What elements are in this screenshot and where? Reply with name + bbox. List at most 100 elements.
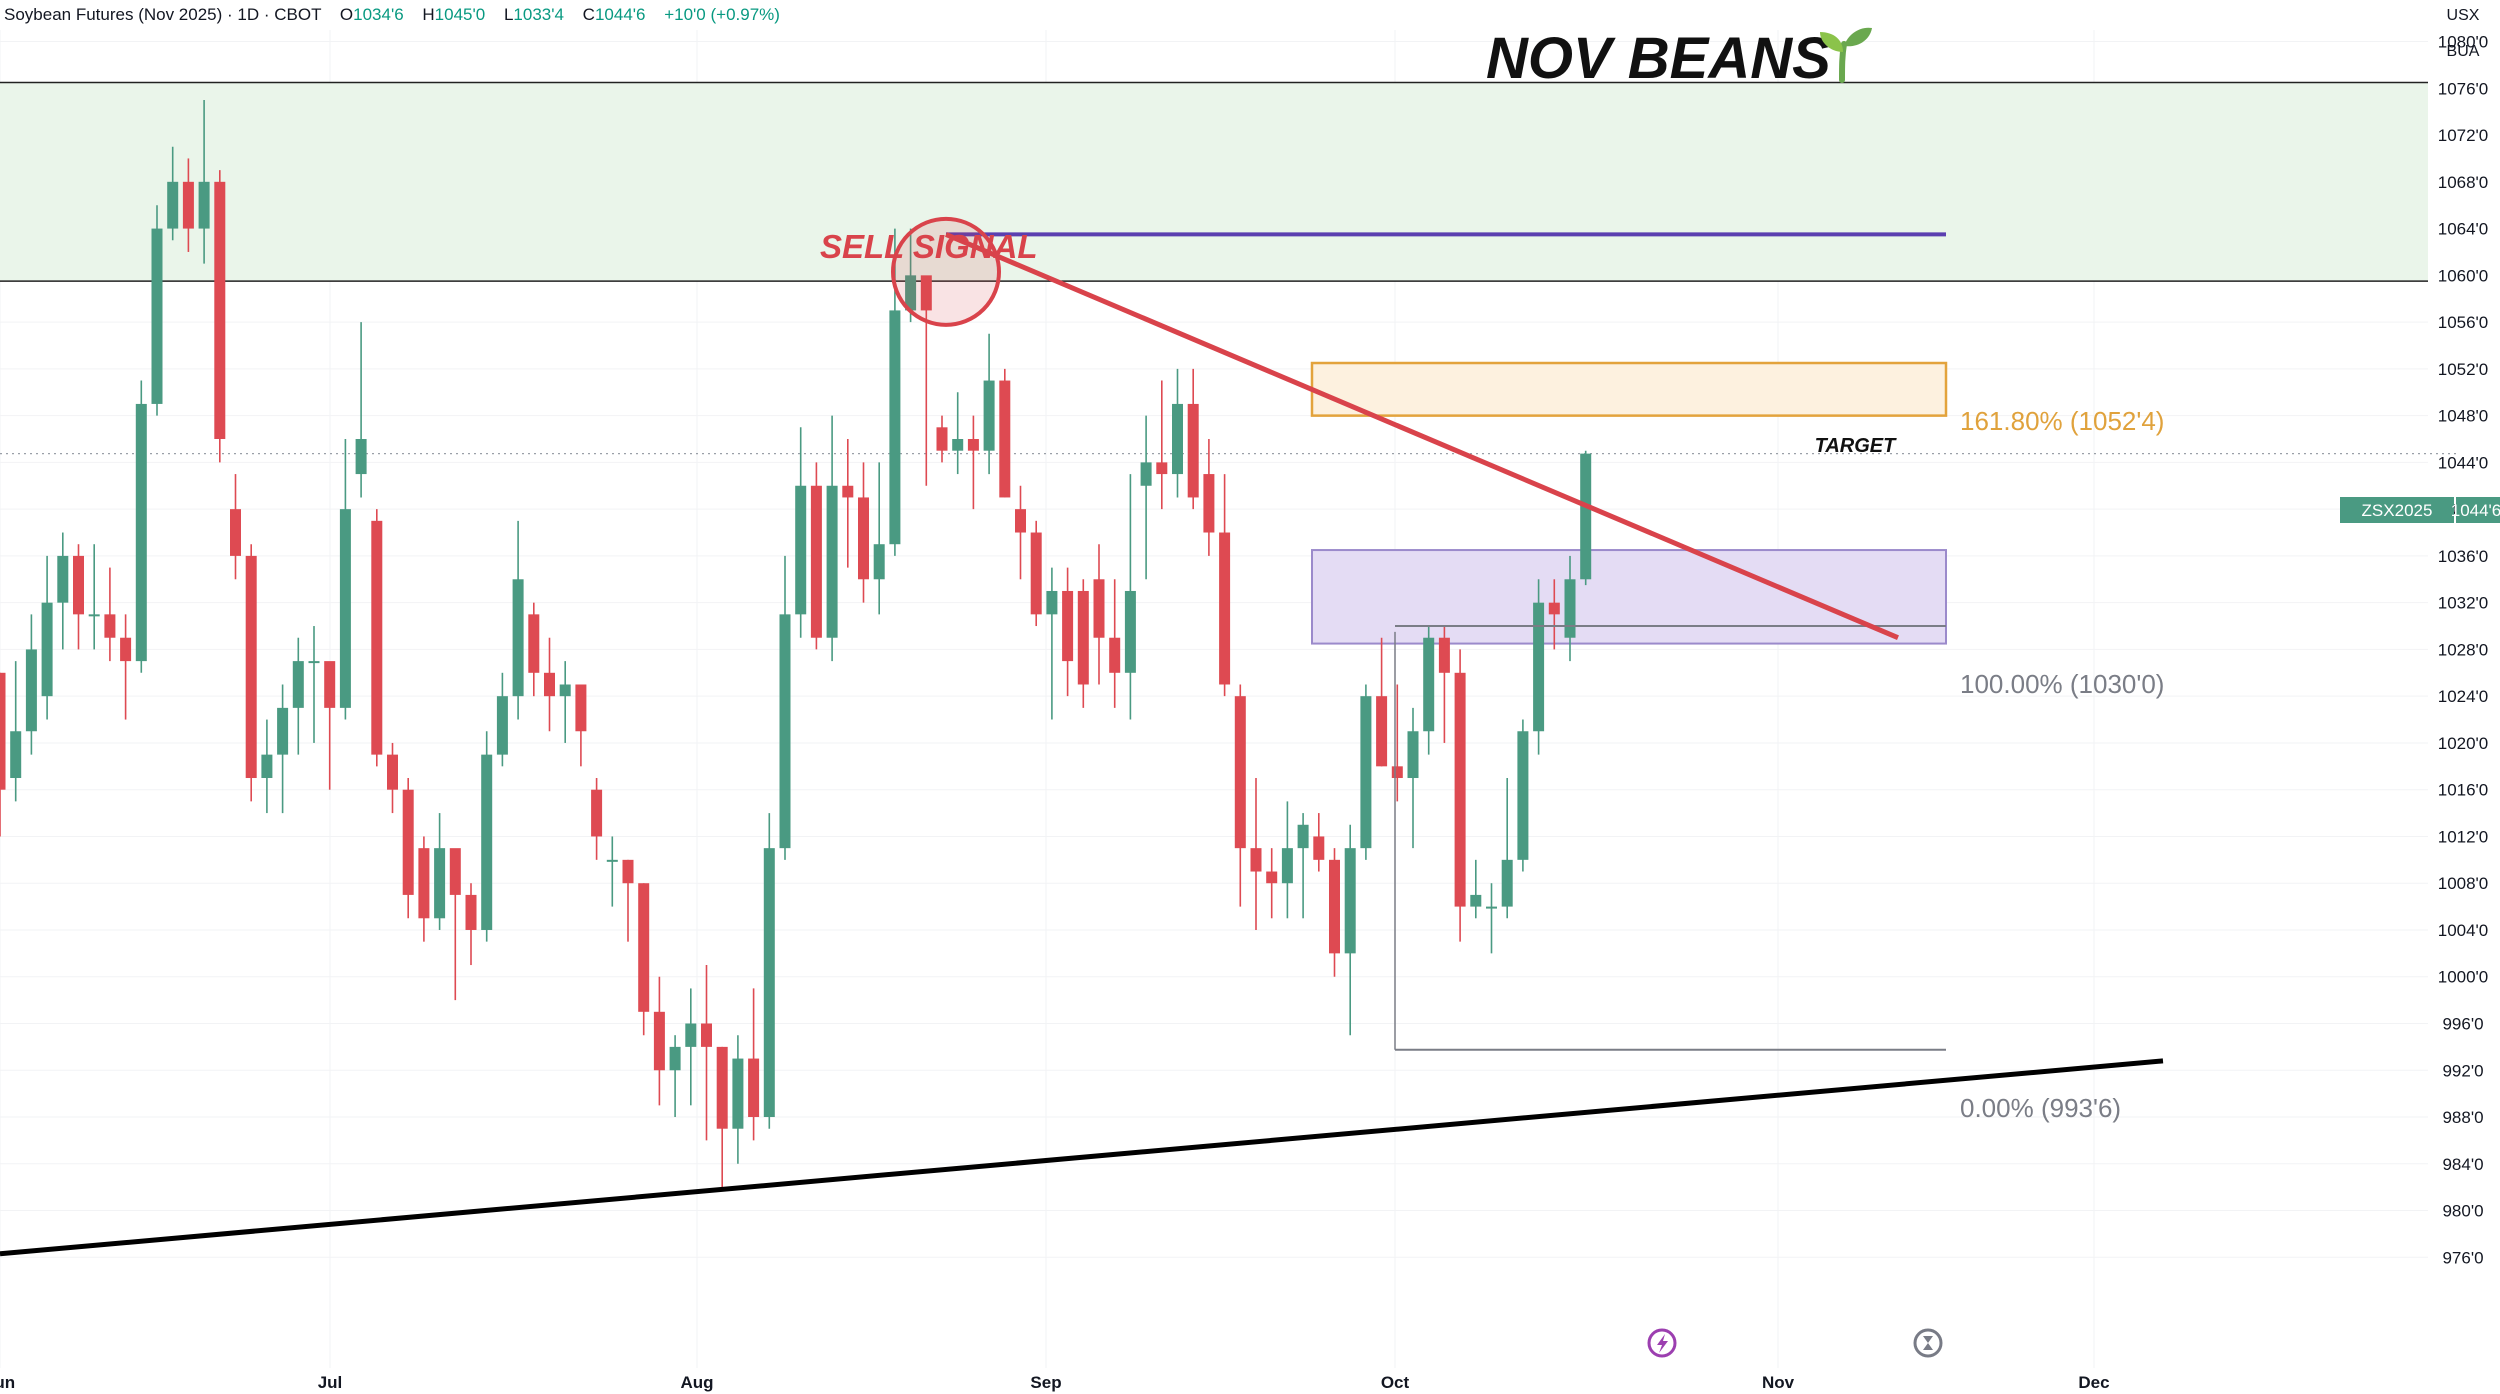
candle-body: [339, 509, 351, 708]
candle-body: [1344, 848, 1356, 954]
candle-body: [685, 1023, 697, 1047]
time-tick-label: Aug: [680, 1373, 713, 1392]
candle-body: [261, 754, 273, 779]
price-tick-label: 980'0: [2442, 1202, 2483, 1221]
candle-body: [182, 181, 194, 229]
time-axis[interactable]: Jun Jul Aug Sep Oct Nov Dec: [0, 1373, 2110, 1392]
candle-body: [967, 439, 979, 451]
price-tick-label: 1024'0: [2438, 687, 2489, 706]
candle-body: [481, 754, 493, 930]
resistance-zone: [0, 82, 2428, 282]
price-tick-label: 984'0: [2442, 1155, 2483, 1174]
currency-label: USX: [2447, 7, 2480, 24]
candle-body: [277, 707, 289, 755]
candle-body: [1062, 590, 1074, 662]
candle-body: [418, 848, 430, 919]
price-tick-label: 1008'0: [2438, 874, 2489, 893]
candle-body: [1140, 462, 1152, 486]
candle-body: [716, 1046, 728, 1129]
candle-body: [559, 684, 571, 697]
fib-0-label: 0.00% (993'6): [1960, 1093, 2121, 1123]
price-tick-label: 976'0: [2442, 1248, 2483, 1267]
close-value: 1044'6: [595, 5, 646, 24]
price-tag-value: 1044'6: [2451, 501, 2500, 520]
candle-body: [1093, 579, 1105, 638]
candle-body: [1250, 848, 1262, 872]
candle-body: [763, 848, 775, 1118]
candle-body: [1109, 637, 1121, 673]
ohlc-header: Soybean Futures (Nov 2025) · 1D · CBOT O…: [4, 5, 780, 24]
candle-body: [1187, 403, 1199, 498]
candle-body: [1124, 590, 1136, 673]
price-tick-label: 996'0: [2442, 1015, 2483, 1034]
candle-body: [151, 228, 163, 404]
fib-1618-label: 161.80% (1052'4): [1960, 406, 2164, 436]
candle-body: [1533, 602, 1545, 732]
seedling-icon: [1820, 27, 1872, 83]
candle-body: [10, 731, 22, 779]
candle-body: [1172, 403, 1183, 475]
candle-body: [308, 661, 320, 664]
candle-body: [1266, 871, 1278, 884]
candle-body: [575, 684, 587, 732]
time-tick-label: Dec: [2078, 1373, 2109, 1392]
candle-body: [1015, 509, 1026, 533]
candle-body: [795, 485, 807, 615]
candle-body: [544, 672, 555, 697]
price-tick-label: 1012'0: [2438, 827, 2489, 846]
price-tick-label: 1004'0: [2438, 921, 2489, 940]
high-label: H: [422, 5, 434, 24]
candle-body: [402, 789, 414, 895]
candle-body: [1486, 906, 1497, 909]
price-tick-label: 992'0: [2442, 1061, 2483, 1080]
candle-body: [1156, 462, 1168, 475]
price-tick-label: 1020'0: [2438, 734, 2489, 753]
unit-label: BUA: [2447, 43, 2480, 60]
price-tick-label: 1032'0: [2438, 594, 2489, 613]
target-label: TARGET: [1815, 435, 1898, 457]
candle-body: [1219, 532, 1231, 685]
price-tick-label: 1016'0: [2438, 781, 2489, 800]
candle-body: [826, 485, 838, 638]
candles: [0, 99, 1592, 1188]
candle-body: [1329, 859, 1340, 954]
candle-body: [1564, 579, 1576, 638]
sell-signal-label: SELL SIGNAL: [820, 228, 1038, 265]
time-tick-label: Jul: [318, 1373, 343, 1392]
price-tick-label: 1080'0: [2438, 33, 2489, 52]
candle-body: [842, 485, 854, 498]
candle-body: [999, 380, 1011, 498]
candle-body: [1580, 453, 1592, 580]
candle-body: [1046, 590, 1058, 615]
candle-body: [528, 614, 540, 673]
time-tick-label: Oct: [1381, 1373, 1410, 1392]
high-value: 1045'0: [435, 5, 486, 24]
candle-body: [622, 859, 634, 884]
overlays: [0, 216, 2164, 1257]
hourglass-icon[interactable]: [1913, 1328, 1943, 1358]
candle-body: [1548, 602, 1560, 615]
price-axis[interactable]: 1080'0 1076'0 1072'0 1068'0 1064'0 1060'0 1056…: [2438, 33, 2489, 1268]
price-tag-bg: [2456, 497, 2500, 523]
open-label: O: [340, 5, 353, 24]
price-tick-label: 1056'0: [2438, 313, 2489, 332]
open-value: 1034'6: [353, 5, 404, 24]
candle-body: [669, 1046, 681, 1071]
candle-body: [1454, 672, 1466, 907]
candle-body: [1517, 731, 1529, 860]
time-tick-label: Sep: [1030, 1373, 1061, 1392]
symbol-tag-bg: [2340, 497, 2454, 523]
candle-body: [230, 509, 241, 556]
lightning-icon[interactable]: [1647, 1328, 1677, 1358]
chart-title: NOV BEANS: [1486, 26, 1831, 91]
candle-body: [905, 275, 917, 311]
low-value: 1033'4: [513, 5, 564, 24]
price-tick-label: 1000'0: [2438, 968, 2489, 987]
candle-body: [198, 181, 210, 229]
candle-body: [779, 614, 791, 849]
candle-body: [0, 672, 6, 790]
candle-body: [120, 637, 132, 662]
candle-body: [214, 181, 226, 439]
candle-body: [25, 649, 37, 732]
